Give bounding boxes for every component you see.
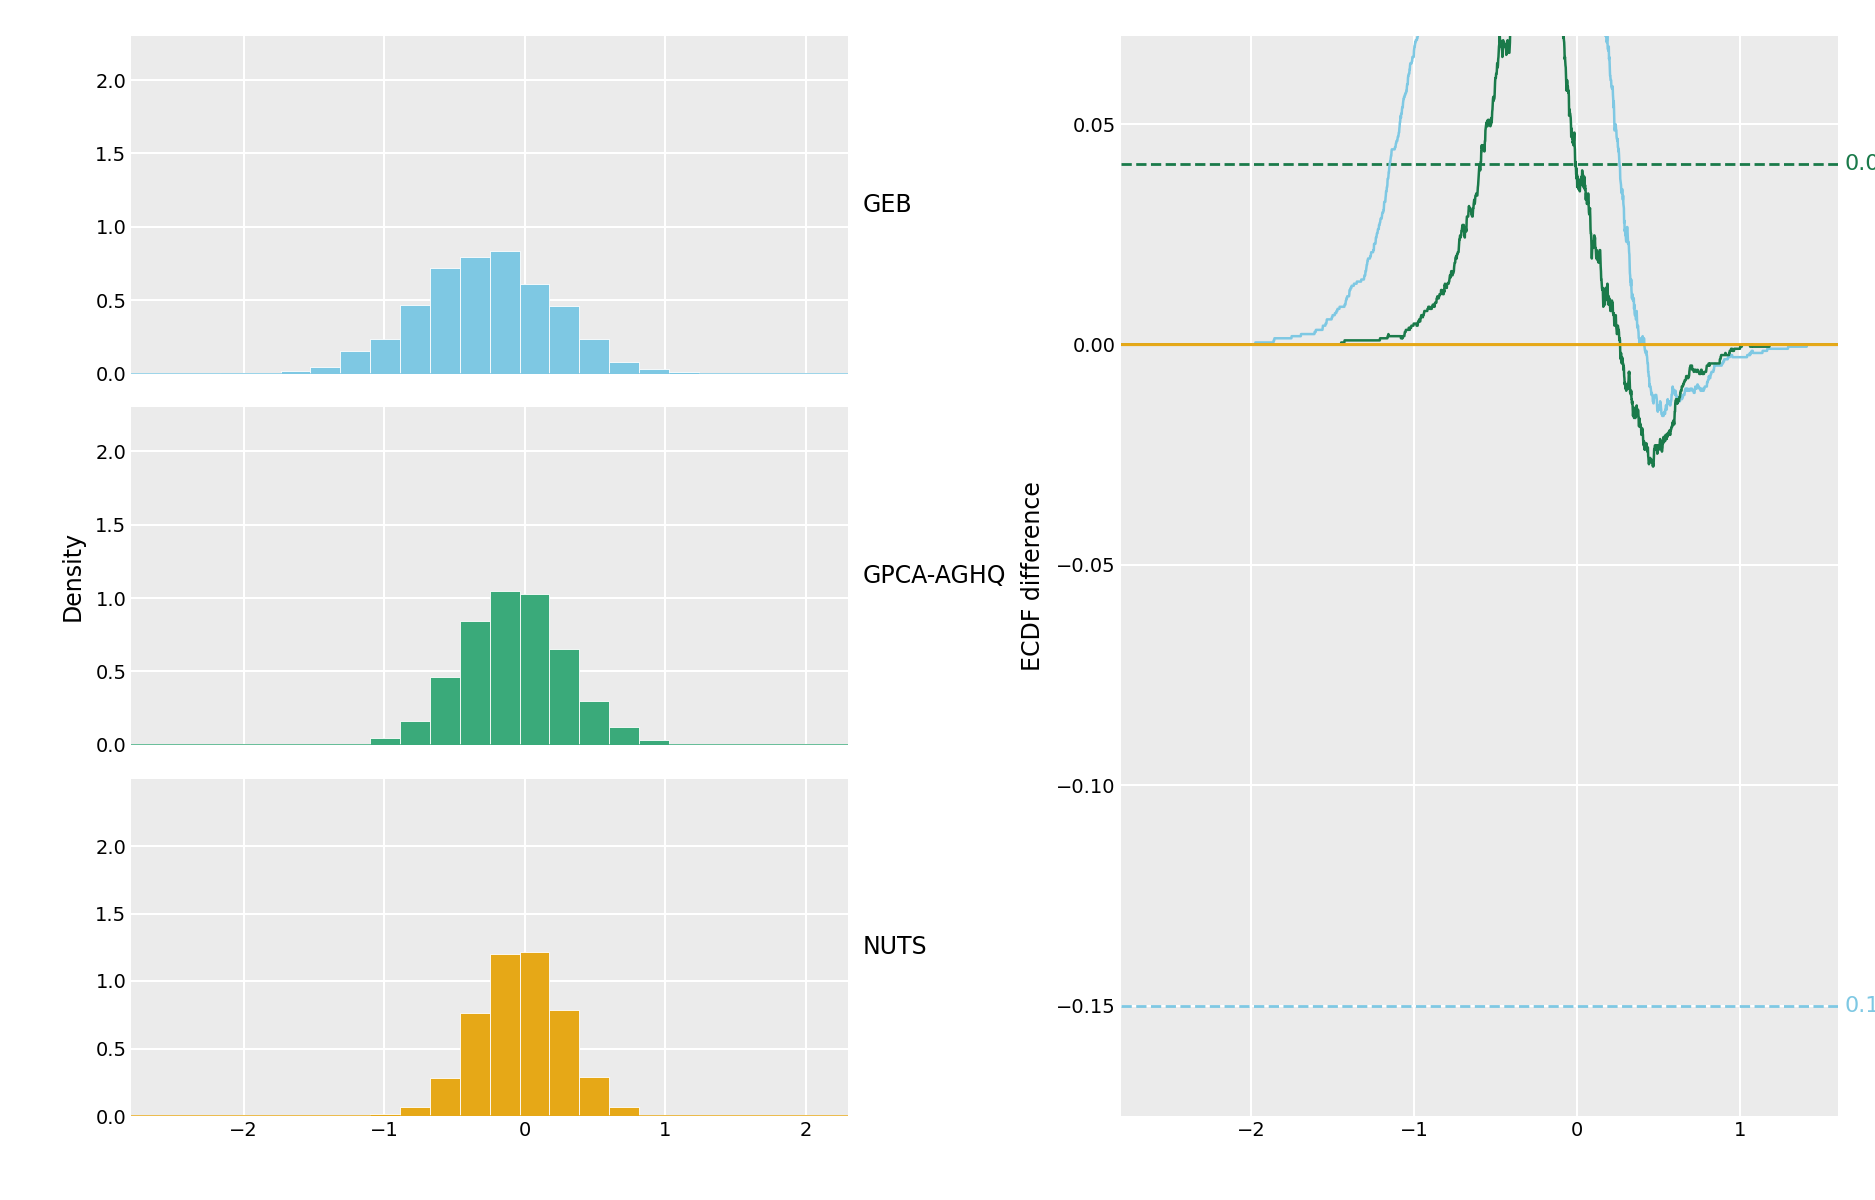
Bar (609, 362, 639, 373)
Text: 0.15: 0.15 (1843, 996, 1875, 1015)
Bar (519, 594, 549, 745)
Bar (639, 740, 669, 745)
Bar (399, 305, 429, 373)
Bar (341, 352, 369, 373)
Y-axis label: Density: Density (60, 530, 84, 622)
Text: GPCA-AGHQ: GPCA-AGHQ (862, 564, 1007, 588)
Bar (549, 306, 579, 373)
Bar (429, 1078, 459, 1116)
Bar (399, 1106, 429, 1116)
Text: NUTS: NUTS (862, 935, 926, 959)
Text: 0.041: 0.041 (1843, 154, 1875, 174)
Text: GEB: GEB (862, 193, 911, 217)
Bar (459, 1013, 489, 1116)
Bar (311, 367, 341, 373)
Bar (489, 251, 519, 373)
Bar (579, 1076, 609, 1116)
Bar (489, 592, 519, 745)
Bar (369, 738, 399, 745)
Bar (429, 677, 459, 745)
Bar (549, 1010, 579, 1116)
Bar (369, 338, 399, 373)
Y-axis label: ECDF difference: ECDF difference (1020, 481, 1044, 671)
Bar (489, 954, 519, 1116)
Bar (459, 620, 489, 745)
Bar (519, 284, 549, 373)
Bar (281, 371, 311, 373)
Bar (639, 370, 669, 373)
Bar (459, 257, 489, 373)
Bar (579, 338, 609, 373)
Bar (549, 649, 579, 745)
Bar (429, 268, 459, 373)
Bar (579, 701, 609, 745)
Bar (369, 1114, 399, 1116)
Bar (609, 1108, 639, 1116)
Bar (669, 372, 699, 373)
Bar (609, 727, 639, 745)
Bar (519, 952, 549, 1116)
Bar (399, 721, 429, 745)
